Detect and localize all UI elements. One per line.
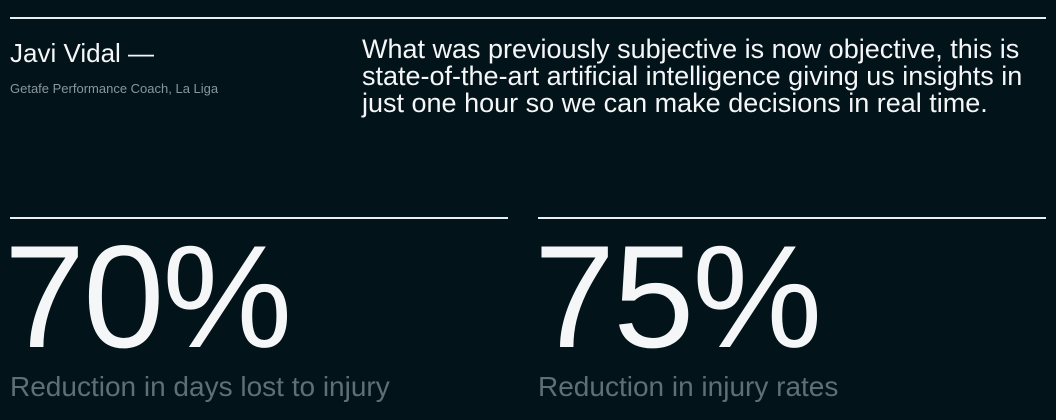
stat-value-injury-rates: 75% (534, 215, 822, 378)
stat-label-days-lost: Reduction in days lost to injury (10, 371, 390, 402)
stat-label-injury-rates: Reduction in injury rates (538, 371, 839, 402)
stat-divider-right (538, 217, 1046, 219)
stat-divider-left (10, 217, 508, 219)
top-divider (10, 17, 1046, 19)
author-role: Getafe Performance Coach, La Liga (10, 81, 219, 96)
testimonial-quote: What was previously subjective is now ob… (362, 34, 1023, 118)
author-name: Javi Vidal — (10, 38, 155, 68)
stat-value-days-lost: 70% (4, 215, 292, 378)
